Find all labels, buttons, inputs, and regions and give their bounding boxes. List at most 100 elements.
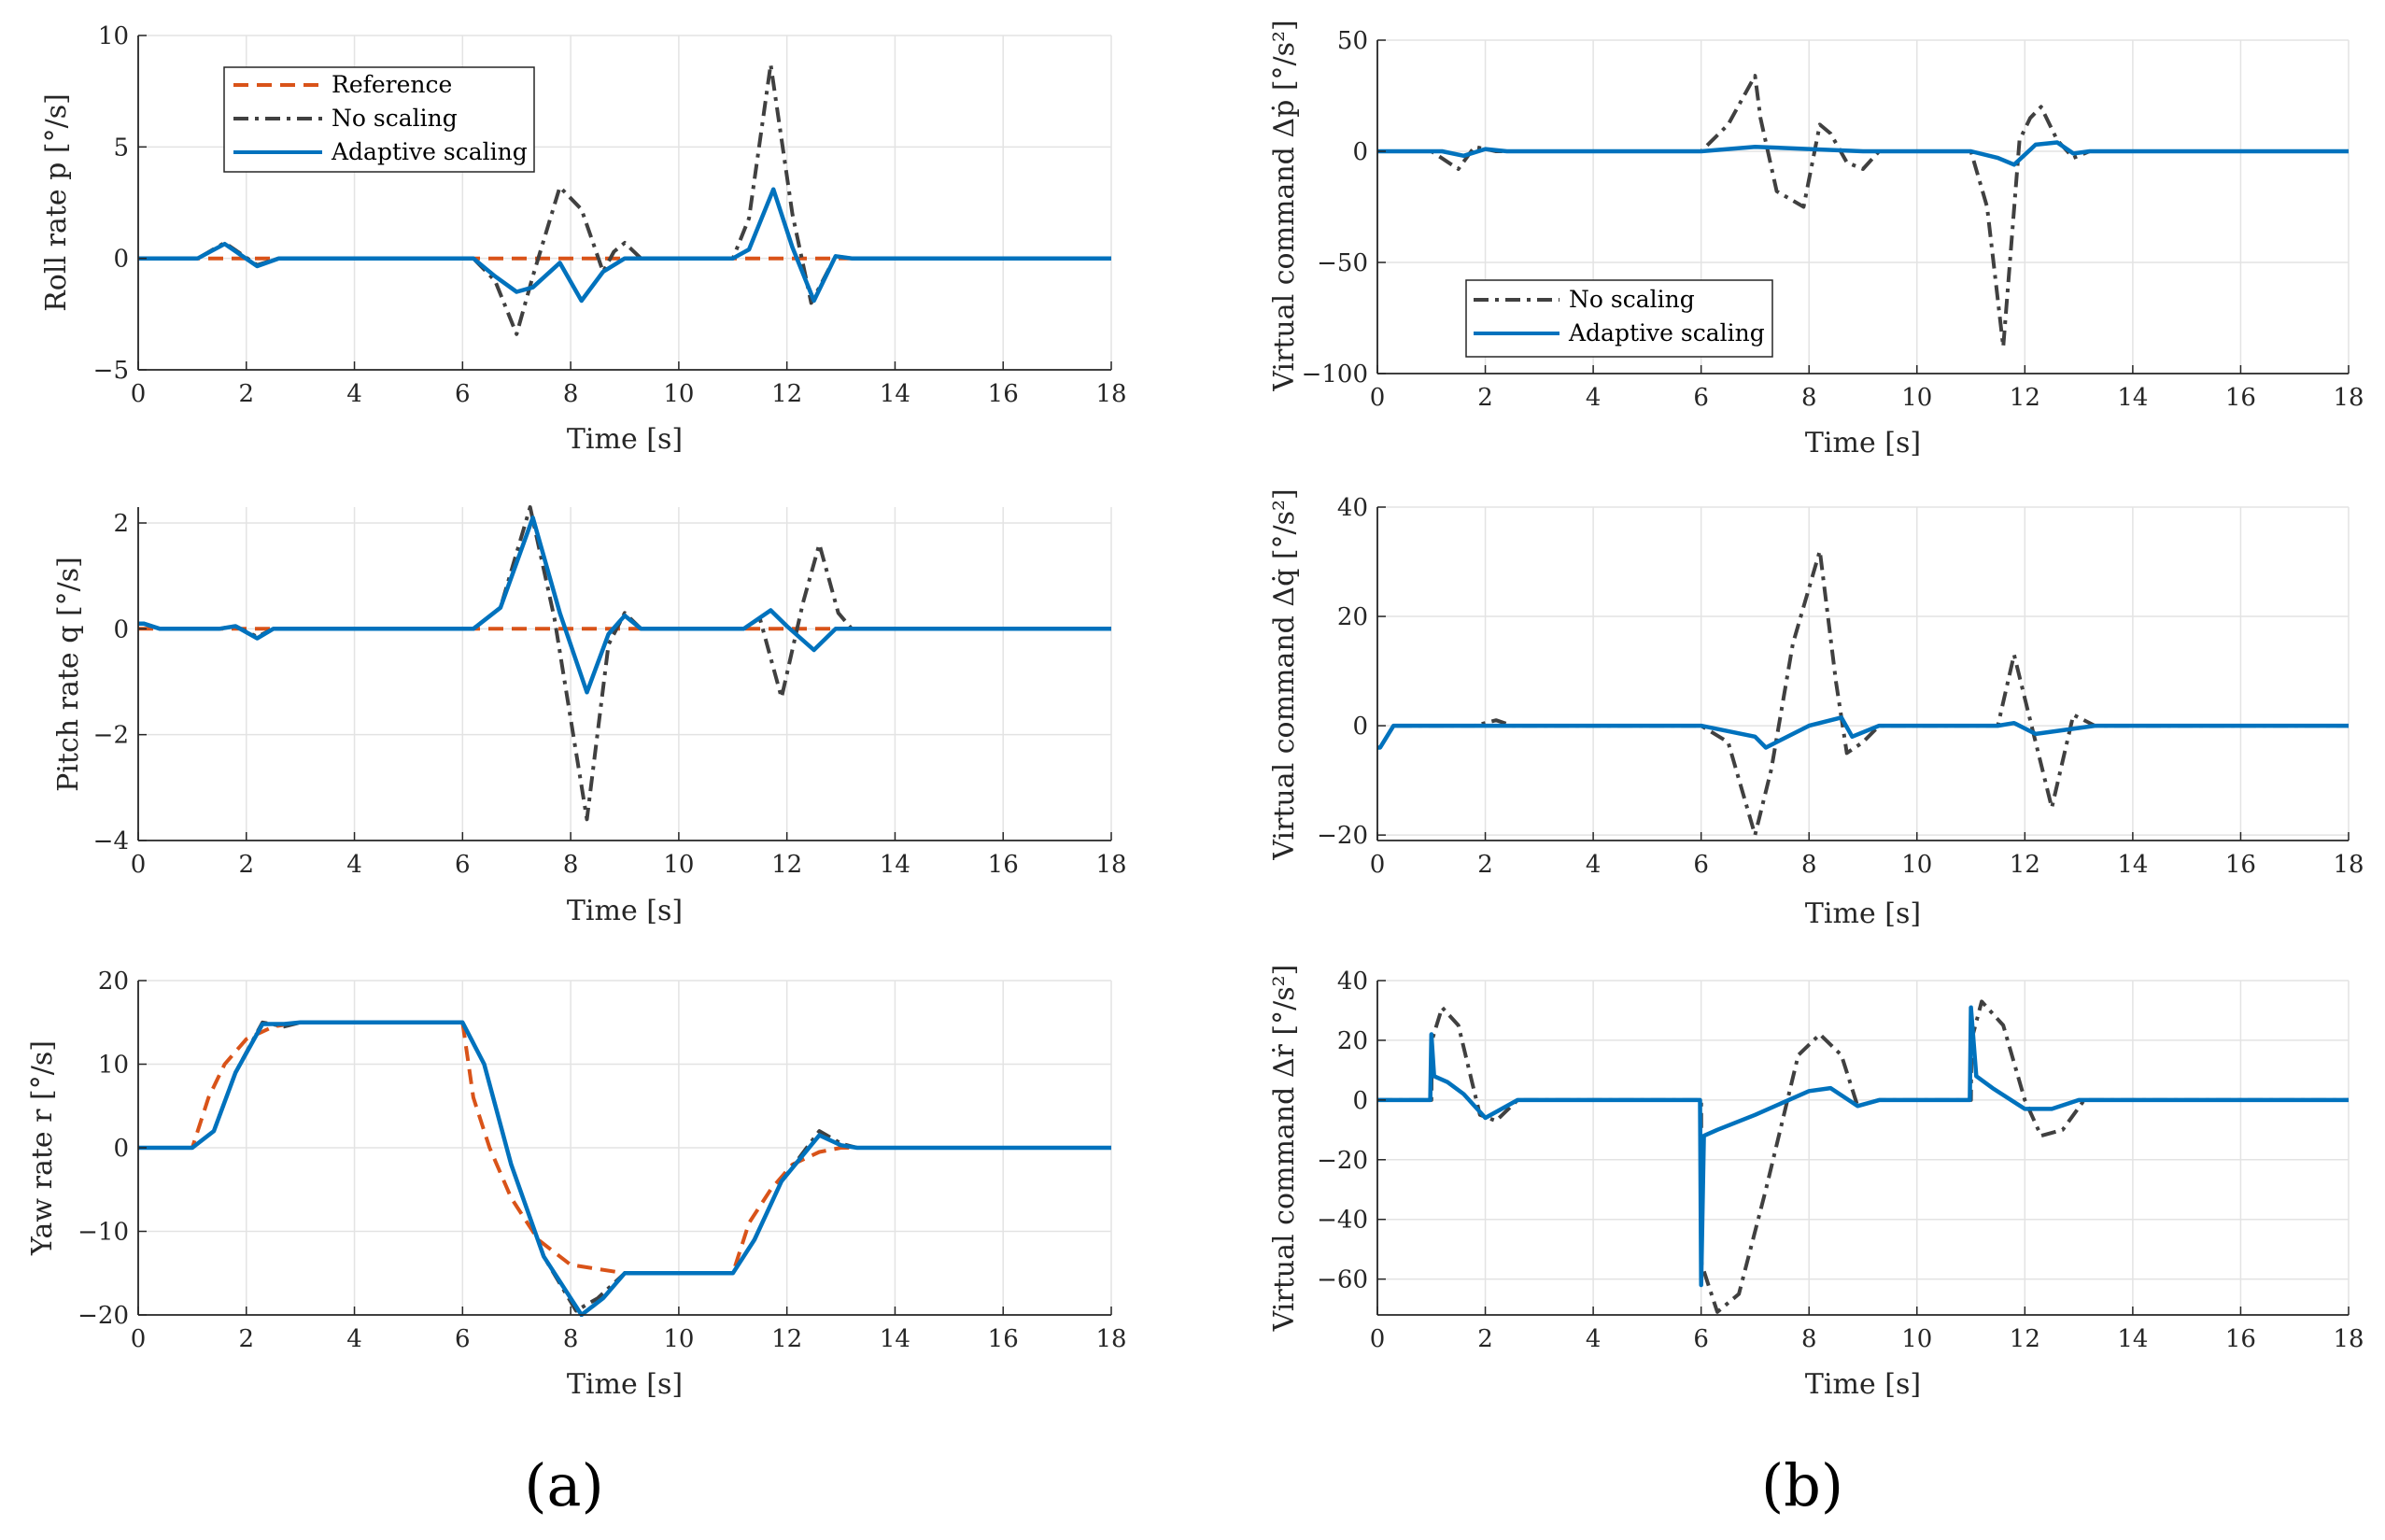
- x-tick-label: 2: [1477, 1325, 1493, 1353]
- y-tick-label: 10: [98, 22, 129, 50]
- x-tick-label: 0: [1370, 851, 1386, 879]
- y-tick-label: 40: [1337, 494, 1368, 522]
- ylabel-yaw-rate: Yaw rate r [°/s]: [26, 1040, 59, 1256]
- x-tick-label: 6: [1693, 384, 1709, 412]
- x-tick-label: 10: [663, 851, 694, 879]
- x-tick-label: 6: [455, 1325, 471, 1353]
- plot-area-yaw-rate: 0 2 4 6 8 10 12 14 16 18 −20 −10 0 10 20: [78, 968, 1126, 1353]
- y-tick-label: −100: [1302, 360, 1368, 389]
- x-tick-label: 12: [2010, 851, 2040, 879]
- x-tick-label: 10: [663, 1325, 694, 1353]
- x-tick-label: 18: [1095, 380, 1126, 408]
- chart-yaw-rate: 0 2 4 6 8 10 12 14 16 18 −20 −10 0 10 20 Yaw rate r [°…: [26, 968, 1127, 1401]
- series-line-adaptive-scaling: [138, 516, 1111, 695]
- xlabel-roll-rate: Time [s]: [567, 423, 683, 456]
- y-tick-label: −20: [1317, 1147, 1368, 1175]
- series-line-adaptive-scaling: [1377, 715, 2349, 750]
- series-group: [1377, 999, 2349, 1314]
- x-tick-label: 6: [455, 851, 471, 879]
- x-tick-label: 0: [1370, 1325, 1386, 1353]
- chart-pitch-rate: 0 2 4 6 8 10 12 14 16 18 −4 −2 0 2 Pitch rate q [°/s]…: [52, 505, 1127, 927]
- x-tick-label: 8: [1801, 384, 1817, 412]
- x-tick-label: 4: [346, 1325, 362, 1353]
- legend-virtual-p: No scaling Adaptive scaling: [1465, 279, 1773, 358]
- y-tick-label: 0: [1352, 138, 1368, 166]
- chart-virtual-r: 0 2 4 6 8 10 12 14 16 18 −60 −40 −20 0 20 40 Virtual co…: [1268, 965, 2364, 1401]
- x-tick-label: 14: [880, 380, 910, 408]
- legend-label-no-scaling: No scaling: [1569, 286, 1695, 313]
- x-tick-label: 12: [2010, 384, 2040, 412]
- x-tick-label: 18: [2333, 384, 2364, 412]
- y-tick-label: 20: [98, 968, 129, 996]
- x-tick-label: 4: [1586, 851, 1602, 879]
- x-tick-label: 10: [1901, 384, 1932, 412]
- ylabel-virtual-q: Virtual command Δq̇ [°/s²]: [1268, 488, 1301, 861]
- y-tick-label: 0: [113, 615, 129, 643]
- x-tick-label: 18: [1095, 851, 1126, 879]
- series-line-adaptive-scaling: [138, 1020, 1111, 1317]
- xlabel-pitch-rate: Time [s]: [567, 895, 683, 927]
- series-group: [1377, 548, 2349, 838]
- x-tick-label: 18: [2333, 1325, 2364, 1353]
- xlabel-virtual-p: Time [s]: [1805, 427, 1921, 459]
- y-tick-label: −5: [93, 357, 129, 385]
- x-tick-label: 2: [239, 380, 255, 408]
- series-group: [138, 1020, 1111, 1317]
- series-line-adaptive-scaling: [1377, 140, 2349, 167]
- y-tick-label: 0: [1352, 1087, 1368, 1115]
- x-tick-label: 18: [1095, 1325, 1126, 1353]
- legend-label-no-scaling: No scaling: [332, 105, 458, 132]
- series-group: [138, 63, 1111, 336]
- x-tick-label: 6: [1693, 851, 1709, 879]
- x-tick-label: 12: [2010, 1325, 2040, 1353]
- legend-label-adaptive: Adaptive scaling: [1568, 319, 1765, 346]
- y-tick-label: −20: [1317, 822, 1368, 850]
- y-tick-label: 0: [1352, 713, 1368, 741]
- x-tick-label: 14: [2117, 1325, 2148, 1353]
- x-tick-label: 12: [771, 380, 802, 408]
- series-line-adaptive-scaling: [1377, 1005, 2349, 1288]
- y-tick-label: 10: [98, 1052, 129, 1080]
- x-tick-label: 10: [1901, 1325, 1932, 1353]
- ylabel-virtual-r: Virtual command Δṙ [°/s²]: [1268, 965, 1301, 1333]
- series-line-no-scaling: [1377, 999, 2349, 1314]
- x-tick-label: 0: [131, 851, 147, 879]
- series-group: [138, 505, 1111, 822]
- x-tick-label: 8: [1801, 1325, 1817, 1353]
- x-tick-label: 16: [2225, 384, 2256, 412]
- x-tick-label: 18: [2333, 851, 2364, 879]
- panel-label-b: (b): [1761, 1451, 1843, 1519]
- y-tick-label: 2: [113, 510, 129, 538]
- y-tick-label: −4: [93, 827, 129, 855]
- ylabel-roll-rate: Roll rate p [°/s]: [40, 93, 73, 312]
- x-tick-label: 10: [663, 380, 694, 408]
- series-group: [1377, 74, 2349, 349]
- x-tick-label: 2: [239, 851, 255, 879]
- x-tick-label: 0: [131, 380, 147, 408]
- x-tick-label: 0: [1370, 384, 1386, 412]
- y-tick-label: 0: [113, 1135, 129, 1163]
- xlabel-virtual-r: Time [s]: [1805, 1368, 1921, 1401]
- x-tick-label: 2: [1477, 384, 1493, 412]
- y-tick-label: −2: [93, 722, 129, 750]
- x-tick-label: 4: [346, 380, 362, 408]
- y-tick-label: −10: [78, 1219, 129, 1247]
- y-tick-label: 5: [113, 134, 129, 162]
- y-tick-label: 20: [1337, 603, 1368, 631]
- x-tick-label: 4: [346, 851, 362, 879]
- series-line-adaptive-scaling: [138, 187, 1111, 304]
- ylabel-pitch-rate: Pitch rate q [°/s]: [52, 557, 85, 792]
- y-tick-label: −40: [1317, 1207, 1368, 1235]
- ylabel-virtual-p: Virtual command Δṗ [°/s²]: [1268, 20, 1301, 392]
- xlabel-yaw-rate: Time [s]: [567, 1368, 683, 1401]
- plot-background: [1377, 981, 2349, 1315]
- xlabel-virtual-q: Time [s]: [1805, 897, 1921, 930]
- x-tick-label: 16: [2225, 1325, 2256, 1353]
- x-tick-label: 14: [2117, 851, 2148, 879]
- x-tick-label: 8: [563, 380, 579, 408]
- plot-background: [138, 507, 1111, 841]
- x-tick-label: 8: [563, 1325, 579, 1353]
- panel-label-a: (a): [524, 1451, 603, 1519]
- x-tick-label: 12: [771, 1325, 802, 1353]
